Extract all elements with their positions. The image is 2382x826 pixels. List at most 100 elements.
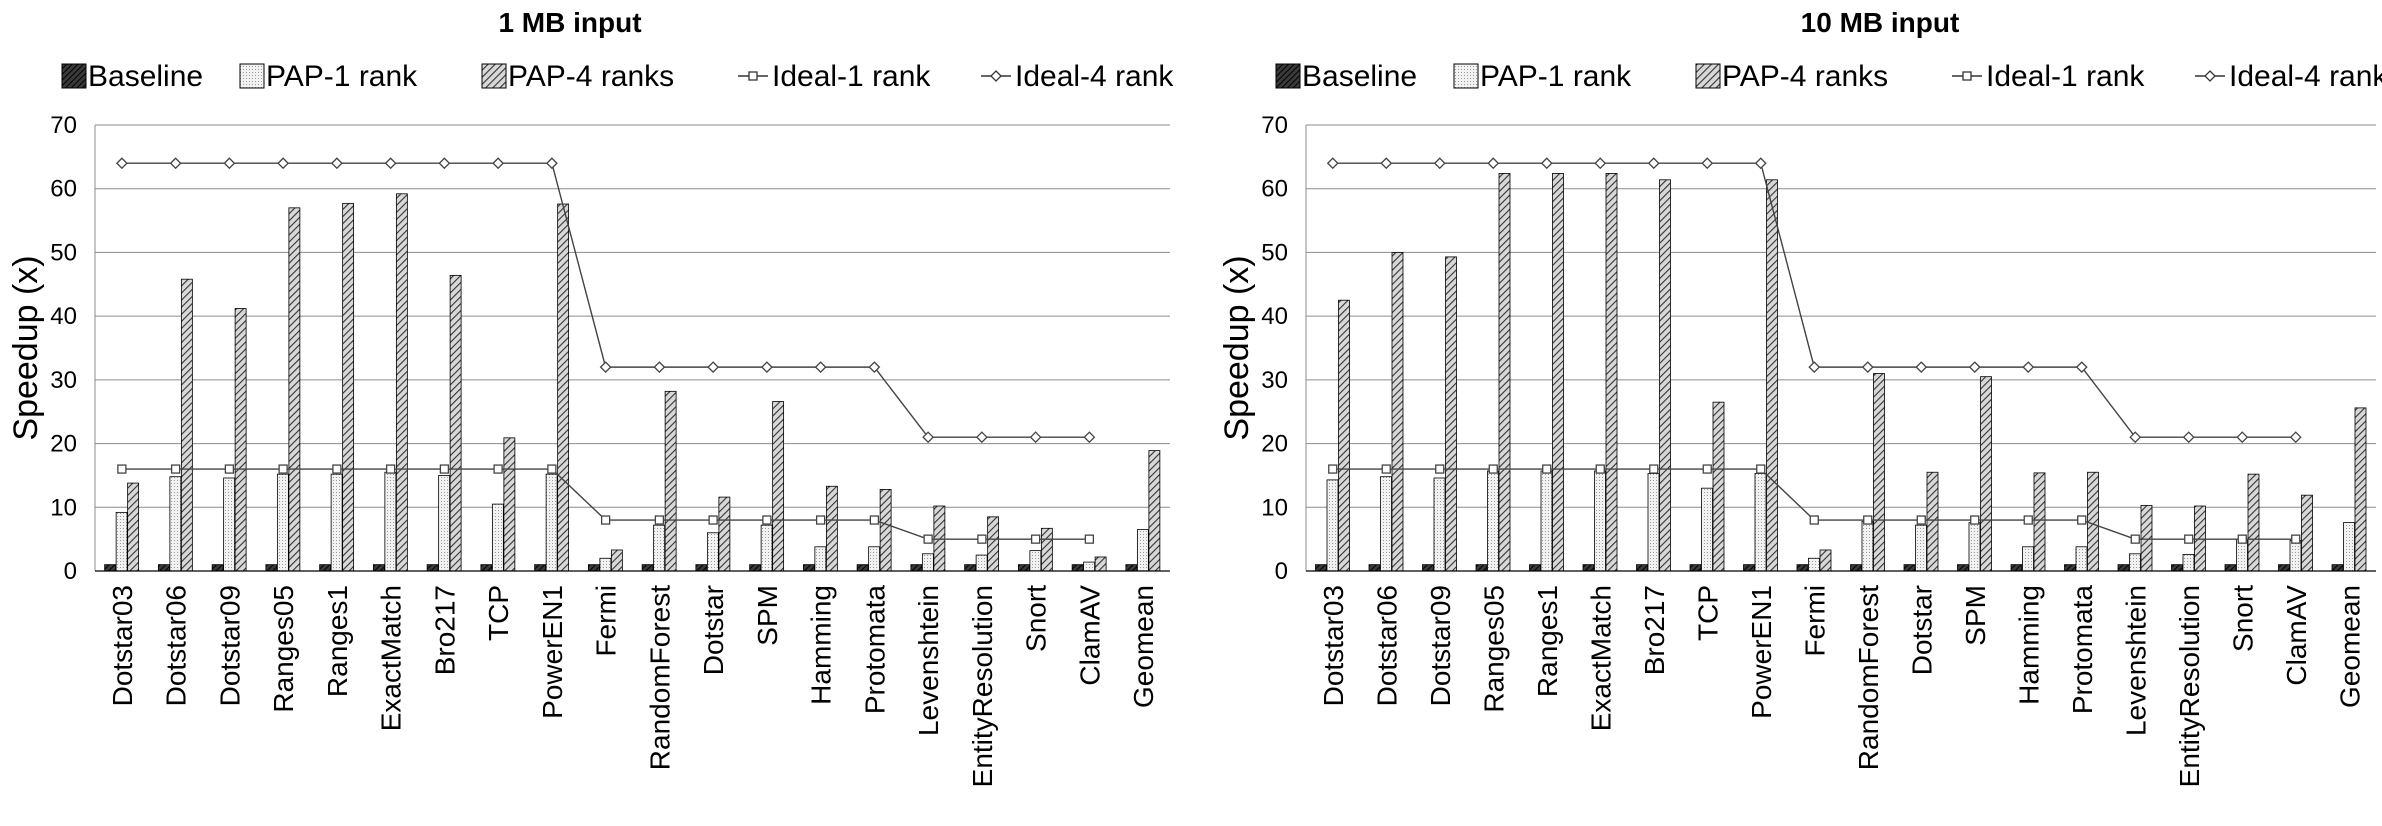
legend-swatch — [239, 63, 265, 89]
legend-item-pap-1-rank: PAP-1 rank — [1453, 60, 1632, 93]
point-marker — [1809, 515, 1819, 525]
bar-pap-1-rank-randomforest — [653, 524, 666, 572]
legend-swatch — [1275, 63, 1301, 89]
bar-pap-4-ranks-dotstar09 — [1445, 256, 1457, 572]
point-marker — [1435, 464, 1445, 474]
bar-pap-4-ranks-dotstar03 — [1338, 299, 1350, 572]
point-marker — [2237, 534, 2247, 544]
bar-pap-4-ranks-dotstar09 — [234, 308, 247, 572]
legend-item-pap-4-ranks: PAP-4 ranks — [1695, 60, 1888, 93]
bar-baseline-ranges05 — [1475, 564, 1488, 572]
bar-baseline-fermi — [1796, 564, 1809, 572]
x-tick-label: Levenshtein — [2120, 585, 2151, 736]
y-tick-label: 10 — [50, 494, 77, 521]
bar-pap-1-rank-dotstar03 — [1326, 479, 1339, 572]
x-tick-label: RandomForest — [1853, 585, 1884, 770]
legend-item-pap-1-rank: PAP-1 rank — [239, 60, 418, 93]
bar-pap-4-ranks-dotstar06 — [180, 278, 193, 572]
x-axis: Dotstar03 Dotstar06 Dotstar09 Ranges05 Range… — [107, 585, 1159, 788]
bar-pap-1-rank-poweren1 — [1754, 473, 1767, 572]
point-marker — [277, 157, 290, 170]
bar-pap-1-rank-hamming — [2022, 546, 2034, 572]
bar-baseline-dotstar03 — [104, 564, 117, 572]
point-marker — [493, 464, 503, 474]
legend-item-ideal-4-rank: Ideal-4 rank — [981, 60, 1174, 93]
x-tick-label: ExactMatch — [1585, 585, 1616, 731]
x-tick-label: Dotstar03 — [1318, 585, 1349, 706]
bar-pap-1-rank-protomata — [2075, 546, 2088, 572]
x-tick-label: Ranges1 — [322, 585, 353, 697]
legend-item-ideal-1-rank: Ideal-1 rank — [1952, 60, 2145, 93]
x-tick-label: Geomean — [1128, 585, 1159, 708]
point-marker — [1968, 361, 1981, 374]
bar-pap-1-rank-entityresolution — [975, 554, 988, 572]
legend: Baseline PAP-1 rank PAP-4 ranks Ideal-1 ran… — [1275, 60, 2382, 93]
point-marker — [330, 157, 343, 170]
chart-panel-1: 1 MB input Baseline PAP-1 rank PAP-4 ranks I… — [7, 7, 1174, 787]
point-marker — [1861, 361, 1874, 374]
bar-pap-1-rank-dotstar03 — [115, 511, 128, 572]
bar-baseline-dotstar09 — [1422, 564, 1434, 572]
x-tick-label: PowerEN1 — [537, 585, 568, 719]
series-ideal-4-rank — [115, 157, 1096, 444]
bar-baseline-entityresolution — [2171, 564, 2183, 572]
bar-pap-4-ranks-spm — [772, 401, 785, 572]
legend-label: Ideal-1 rank — [772, 60, 931, 93]
bar-baseline-protomata — [856, 564, 869, 572]
bar-pap-4-ranks-tcp — [503, 437, 516, 572]
y-axis-label: Speedup (x) — [1218, 255, 1256, 440]
y-tick-label: 30 — [1261, 367, 1288, 394]
bar-baseline-tcp — [1689, 564, 1702, 572]
bar-pap-1-rank-exactmatch — [1594, 470, 1606, 572]
point-marker — [1328, 464, 1338, 474]
bar-pap-4-ranks-poweren1 — [557, 203, 570, 572]
point-marker — [2291, 534, 2301, 544]
series-line — [121, 162, 1090, 438]
y-tick-label: 70 — [50, 112, 77, 139]
bar-pap-4-ranks-hamming — [825, 485, 838, 572]
point-marker — [1649, 464, 1659, 474]
legend-swatch — [61, 63, 87, 89]
legend-marker — [1962, 71, 1972, 81]
point-marker — [1540, 157, 1553, 170]
x-tick-label: Bro217 — [429, 585, 460, 675]
bar-pap-4-ranks-poweren1 — [1766, 179, 1778, 572]
point-marker — [653, 361, 666, 374]
x-tick-label: TCP — [483, 585, 514, 641]
point-marker — [117, 464, 127, 474]
point-marker — [1326, 157, 1339, 170]
bar-pap-1-rank-ranges1 — [1540, 470, 1553, 572]
chart-title: 1 MB input — [498, 7, 641, 38]
point-marker — [547, 464, 557, 474]
bar-pap-1-rank-ranges05 — [276, 473, 289, 572]
bar-pap-4-ranks-snort — [2247, 473, 2260, 572]
point-marker — [1754, 157, 1767, 170]
bar-pap-1-rank-levenshtein — [921, 553, 934, 572]
point-marker — [1647, 157, 1660, 170]
legend-label: Ideal-1 rank — [1986, 60, 2145, 93]
bar-pap-1-rank-tcp — [1701, 487, 1713, 572]
chart-title: 10 MB input — [1801, 7, 1960, 38]
x-tick-label: Dotstar03 — [107, 585, 138, 706]
legend-marker — [990, 70, 1002, 82]
point-marker — [923, 534, 933, 544]
bar-baseline-randomforest — [641, 564, 654, 572]
x-tick-label: RandomForest — [644, 585, 675, 770]
bar-baseline-hamming — [2010, 564, 2023, 572]
point-marker — [438, 157, 451, 170]
y-tick-label: 0 — [64, 558, 77, 585]
legend-label: Baseline — [88, 60, 203, 93]
bar-pap-1-rank-geomean — [2343, 522, 2355, 572]
bar-pap-1-rank-hamming — [814, 546, 827, 572]
x-tick-label: Hamming — [806, 585, 837, 705]
bar-baseline-exactmatch — [372, 564, 385, 572]
bar-pap-4-ranks-ranges1 — [1552, 173, 1564, 572]
y-axis: 0 10 20 30 40 50 60 70 — [50, 112, 1170, 585]
legend-label: PAP-4 ranks — [508, 60, 674, 93]
point-marker — [2236, 431, 2249, 444]
legend-swatch — [1453, 63, 1479, 89]
point-marker — [975, 431, 988, 444]
bar-pap-4-ranks-dotstar06 — [1391, 252, 1404, 572]
point-marker — [814, 361, 827, 374]
